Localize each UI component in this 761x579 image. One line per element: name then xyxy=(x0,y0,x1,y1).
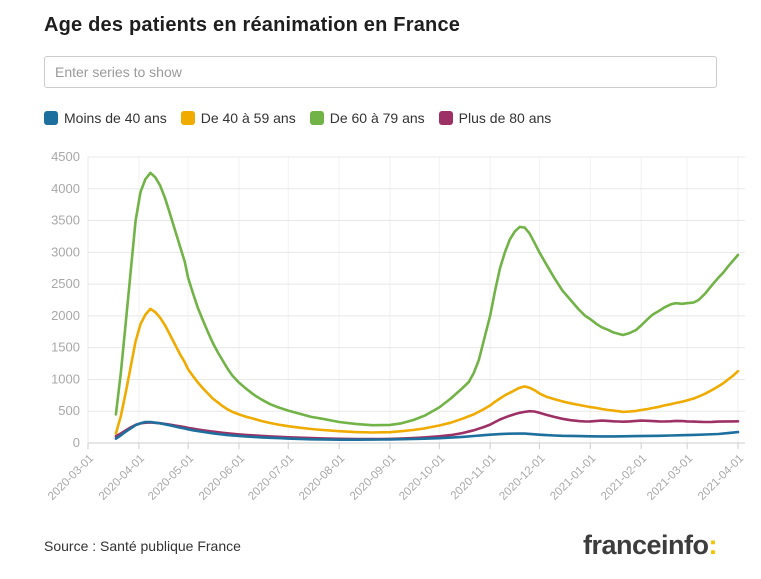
x-tick-label: 2020-05-01 xyxy=(146,453,196,503)
y-tick-label: 3000 xyxy=(51,244,80,259)
x-tick-label: 2021-03-01 xyxy=(645,453,695,503)
legend-item-plus-80[interactable]: Plus de 80 ans xyxy=(438,110,552,126)
x-tick-label: 2020-10-01 xyxy=(397,453,447,503)
legend-item-moins-40[interactable]: Moins de 40 ans xyxy=(44,110,167,126)
legend-label: De 60 à 79 ans xyxy=(329,110,425,126)
franceinfo-logo-colon: : xyxy=(708,530,718,560)
series-line-plus-de-80-ans xyxy=(114,409,740,441)
legend-item-60-79[interactable]: De 60 à 79 ans xyxy=(309,110,425,126)
legend-swatch-moins-40 xyxy=(44,111,58,125)
x-tick-label: 2020-12-01 xyxy=(497,453,547,503)
y-tick-label: 1500 xyxy=(51,340,80,355)
x-tick-label: 2021-04-01 xyxy=(696,453,746,503)
x-tick-label: 2020-09-01 xyxy=(348,453,398,503)
y-tick-label: 1000 xyxy=(51,371,80,386)
series-line-moins-de-40-ans xyxy=(114,420,740,441)
y-tick-label: 4500 xyxy=(51,149,80,164)
y-tick-label: 2000 xyxy=(51,308,80,323)
y-tick-label: 3500 xyxy=(51,213,80,228)
franceinfo-logo: franceinfo: xyxy=(582,530,718,561)
series-search-input[interactable] xyxy=(44,56,717,88)
y-tick-label: 0 xyxy=(73,435,80,450)
legend-swatch-40-59 xyxy=(180,111,195,125)
legend-label: Plus de 80 ans xyxy=(458,110,552,126)
x-tick-label: 2020-06-01 xyxy=(197,453,247,503)
franceinfo-logo-text: franceinfo xyxy=(582,530,709,560)
y-tick-label: 500 xyxy=(58,403,80,418)
legend-label: Moins de 40 ans xyxy=(64,110,167,126)
x-tick-label: 2020-11-01 xyxy=(449,453,498,502)
y-tick-label: 2500 xyxy=(51,276,80,291)
x-tick-label: 2021-01-01 xyxy=(548,453,598,503)
x-tick-label: 2021-02-01 xyxy=(599,453,649,503)
x-tick-label: 2020-04-01 xyxy=(97,453,147,503)
chart-svg: 0 500 1000 1500 2000 2500 3000 3500 4000 4500 2020… xyxy=(46,149,746,503)
line-chart: 0 500 1000 1500 2000 2500 3000 3500 4000 4500 2020… xyxy=(0,143,761,523)
legend-swatch-plus-80 xyxy=(438,111,453,125)
legend-item-40-59[interactable]: De 40 à 59 ans xyxy=(180,110,296,126)
x-tick-label: 2020-08-01 xyxy=(297,453,347,503)
legend: Moins de 40 ans De 40 à 59 ans De 60 à 7… xyxy=(44,110,551,126)
x-tick-label: 2020-07-01 xyxy=(246,453,296,503)
x-tick-label: 2020-03-01 xyxy=(46,453,96,503)
y-tick-label: 4000 xyxy=(51,181,80,196)
series-line-de-40-59-ans xyxy=(114,307,740,435)
series-line-de-60-79-ans xyxy=(114,171,740,427)
legend-swatch-60-79 xyxy=(309,111,324,125)
page-title: Age des patients en réanimation en Franc… xyxy=(44,14,461,36)
source-caption: Source : Santé publique France xyxy=(44,538,241,554)
legend-label: De 40 à 59 ans xyxy=(200,110,296,126)
